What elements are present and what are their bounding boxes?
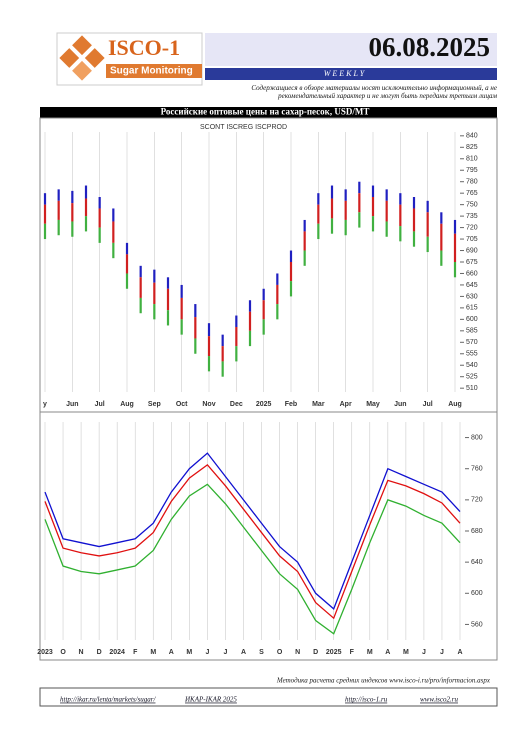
series-line [44,463,461,620]
x-tick-label: Aug [448,401,462,408]
x-tick-label: Feb [285,401,297,408]
y-tick-label: 510 [466,385,478,392]
y-tick-label: 630 [466,293,478,300]
x-tick-label: May [366,401,380,408]
y-tick-label: 800 [471,434,483,441]
x-tick-label: S [259,649,264,656]
x-tick-label: M [150,649,156,656]
x-tick-label: Dec [230,401,243,408]
y-tick-label: 760 [471,466,483,473]
y-tick-label: 780 [466,179,478,186]
x-tick-label: Jul [95,401,105,408]
x-tick-label: A [241,649,246,656]
y-tick-label: 765 [466,190,478,197]
x-tick-label: 2023 [37,649,53,656]
y-tick-label: 585 [466,328,478,335]
y-tick-label: 720 [471,497,483,504]
y-tick-label: 660 [466,270,478,277]
x-tick-label: N [79,649,84,656]
logo-band [106,64,202,78]
y-tick-label: 640 [471,559,483,566]
footer-link: http://isco-1.ru [345,696,388,704]
x-tick-label: Oct [176,401,188,408]
date-box [205,33,497,66]
chart-title: Российские оптовые цены на сахар-песок, … [161,107,370,117]
y-tick-label: 525 [466,374,478,381]
x-tick-label: O [60,649,66,656]
x-tick-label: M [186,649,192,656]
frequency: WEEKLY [324,69,367,78]
y-tick-label: 795 [466,167,478,174]
y-tick-label: 675 [466,259,478,266]
x-tick-label: Apr [340,401,352,408]
x-tick-label: D [97,649,102,656]
y-tick-label: 600 [471,590,483,597]
footer-link: ИКАР-IKAR 2025 [184,696,237,704]
y-tick-label: 840 [466,133,478,140]
x-tick-label: J [440,649,444,656]
x-tick-label: Aug [120,401,134,408]
series-line [44,483,461,635]
method-note: Методика расчета средних индексов www.is… [276,677,491,685]
y-tick-label: 555 [466,351,478,358]
chart2-frame [39,411,498,661]
x-tick-label: M [403,649,409,656]
x-tick-label: A [169,649,174,656]
y-tick-label: 810 [466,156,478,163]
x-tick-label: A [385,649,390,656]
x-tick-label: Sep [148,401,161,408]
x-tick-label: 2024 [109,649,125,656]
y-tick-label: 825 [466,144,478,151]
disclaimer: Содержащиеся в обзоре материалы носят ис… [251,84,497,100]
y-tick-label: 540 [466,362,478,369]
x-tick-label: 2025 [326,649,342,656]
x-tick-label: y [43,401,47,408]
y-tick-label: 645 [466,282,478,289]
logo-subtitle: Sugar Monitoring [110,66,193,77]
x-tick-label: Nov [202,401,215,408]
x-tick-label: J [422,649,426,656]
y-tick-label: 705 [466,236,478,243]
disclaimer-box: Содержащиеся в обзоре материалы носят ис… [251,84,497,100]
y-tick-label: 750 [466,201,478,208]
y-tick-label: 680 [471,528,483,535]
footer-links: http://ikar.ru/lenta/markets/sugar/ИКАР-… [60,696,458,704]
x-tick-label: N [295,649,300,656]
logo: ISCO-1 Sugar Monitoring [56,32,203,86]
y-tick-label: 600 [466,316,478,323]
x-tick-label: Jun [66,401,78,408]
y-tick-label: 735 [466,213,478,220]
title-bar [40,107,497,118]
footer-frame [39,687,498,707]
y-tick-label: 720 [466,224,478,231]
x-tick-label: O [277,649,283,656]
y-tick-label: 570 [466,339,478,346]
x-tick-label: Jul [423,401,433,408]
logo-text: ISCO-1 [108,35,180,60]
x-tick-label: M [367,649,373,656]
x-tick-label: Jun [394,401,406,408]
footer-link: http://ikar.ru/lenta/markets/sugar/ [60,696,157,704]
footer-link: www.isco2.ru [420,696,458,704]
date: 06.08.2025 [369,32,491,62]
y-tick-label: 615 [466,305,478,312]
x-tick-label: J [205,649,209,656]
x-tick-label: 2025 [256,401,272,408]
x-tick-label: F [133,649,138,656]
x-tick-label: J [223,649,227,656]
y-tick-label: 690 [466,247,478,254]
y-tick-label: 560 [471,621,483,628]
frequency-band [205,68,497,80]
x-tick-label: Mar [312,401,325,408]
x-tick-label: D [313,649,318,656]
x-tick-label: A [457,649,462,656]
x-tick-label: F [350,649,355,656]
chart-subtitle: SCONT ISCREG ISCPROD [200,124,287,131]
series-line [44,452,461,610]
